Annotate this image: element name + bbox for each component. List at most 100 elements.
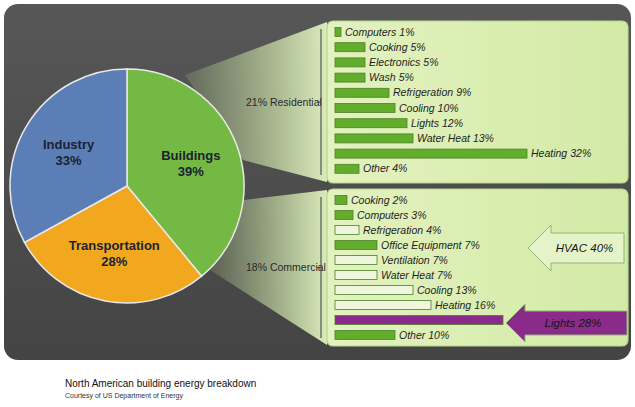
bar-value: 7% <box>433 254 448 266</box>
bar-value: 7% <box>437 269 452 281</box>
bar-category: Electronics <box>369 56 421 68</box>
slice-value: 28% <box>101 254 127 269</box>
bar-label: Refrigeration4% <box>363 224 441 236</box>
bar <box>335 286 413 295</box>
bar <box>335 301 431 310</box>
bar-category: Other <box>399 329 426 341</box>
bar <box>335 134 413 143</box>
bar-label: Heating16% <box>435 299 495 311</box>
bar-label: Electronics5% <box>369 56 439 68</box>
bar-label: Cooling13% <box>417 284 477 296</box>
bar-category: Heating <box>435 299 471 311</box>
panel <box>327 21 628 183</box>
bar-category: Cooking <box>369 41 408 53</box>
bar-category: Water Heat <box>381 269 435 281</box>
bar-label: Lights12% <box>411 117 463 129</box>
bar-label: Computers1% <box>345 26 415 38</box>
slice-label: Industry <box>43 137 95 152</box>
bar <box>335 226 359 235</box>
bar-value: 2% <box>392 194 408 206</box>
bar-value: 7% <box>465 239 480 251</box>
bar-label: Cooking2% <box>351 194 408 206</box>
bar-label: Wash5% <box>369 71 414 83</box>
bar <box>335 196 347 205</box>
caption-note: Courtesy of US Department of Energy <box>65 392 183 400</box>
bar <box>335 28 341 37</box>
bar-label: Ventilation7% <box>381 254 448 266</box>
slice-label: Transportation <box>69 238 160 253</box>
bar <box>335 241 377 250</box>
bar-label: Cooling10% <box>399 102 459 114</box>
bar-value: 10% <box>428 329 449 341</box>
annotation-text: Lights 28% <box>545 317 602 329</box>
figure: Buildings39% Transportation28% Industry33%… <box>0 0 635 407</box>
bar-value: 13% <box>473 132 494 144</box>
caption-title: North American building energy breakdown <box>65 378 256 389</box>
bar-value: 10% <box>438 102 459 114</box>
bar-value: 12% <box>442 117 463 129</box>
pie-slice <box>10 69 127 242</box>
bar <box>335 73 365 82</box>
bar-category: Cooling <box>417 284 453 296</box>
bar-category: Wash <box>369 71 396 83</box>
page: {"chart_data": [ {"type": "pie", "catego… <box>0 0 635 407</box>
bar-value: 32% <box>570 147 591 159</box>
annotation-text: HVAC 40% <box>556 242 614 254</box>
bar <box>335 211 353 220</box>
bar <box>335 88 389 97</box>
bar-label: Other10% <box>399 329 449 341</box>
bar <box>335 119 407 128</box>
bar <box>335 256 377 265</box>
bar-category: Office Equipment <box>381 239 463 251</box>
bar-value: 13% <box>456 284 477 296</box>
annotation-arrow <box>506 304 627 342</box>
bar <box>335 58 365 67</box>
bar-label: Other4% <box>363 162 407 174</box>
bars <box>335 196 503 340</box>
bracket <box>317 29 321 175</box>
bar-label: Refrigeration9% <box>393 86 471 98</box>
bar-category: Computers <box>345 26 397 38</box>
background <box>4 4 631 360</box>
bar-category: Water Heat <box>417 132 471 144</box>
annotation-arrow <box>528 225 624 271</box>
bar <box>335 316 503 325</box>
panel <box>327 189 628 346</box>
bar-value: 5% <box>411 41 426 53</box>
bar-value: 9% <box>456 86 471 98</box>
bar-label: Computers3% <box>357 209 427 221</box>
bar-category: Lights <box>411 117 440 129</box>
bar-value: 4% <box>392 162 407 174</box>
bar <box>335 331 395 340</box>
bar <box>335 43 365 52</box>
bars <box>335 28 527 174</box>
bar-label: Water Heat13% <box>417 132 494 144</box>
bar-label: Water Heat7% <box>381 269 452 281</box>
panel-title: 21% Residential <box>246 96 322 108</box>
slice-value: 39% <box>178 164 204 179</box>
bar-category: Refrigeration <box>363 224 423 236</box>
bar-category: Cooking <box>351 194 390 206</box>
bar-category: Computers <box>357 209 409 221</box>
bar <box>335 164 359 173</box>
bar-category: Other <box>363 162 390 174</box>
panel-title: 18% Commercial <box>246 261 326 273</box>
bar-label: Heating32% <box>531 147 591 159</box>
bar-label: Cooking5% <box>369 41 426 53</box>
bar-category: Heating <box>531 147 567 159</box>
slice-value: 33% <box>56 153 82 168</box>
bar-category: Ventilation <box>381 254 430 266</box>
bar <box>335 104 395 113</box>
bracket <box>317 197 321 338</box>
bar-category: Cooling <box>399 102 435 114</box>
slice-label: Buildings <box>161 148 220 163</box>
bar-category: Refrigeration <box>393 86 453 98</box>
bar <box>335 149 527 158</box>
pie <box>10 69 244 303</box>
bar-value: 5% <box>423 56 438 68</box>
bar-value: 4% <box>426 224 441 236</box>
bar-label: Office Equipment7% <box>381 239 480 251</box>
bar <box>335 271 377 280</box>
bar-value: 16% <box>474 299 495 311</box>
bar-value: 1% <box>399 26 414 38</box>
